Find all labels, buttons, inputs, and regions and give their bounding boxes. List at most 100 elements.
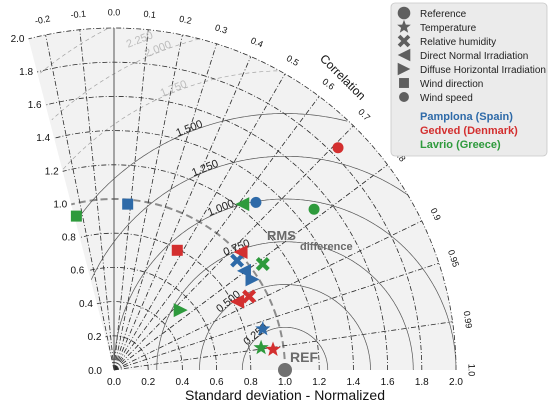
legend-markers	[397, 6, 411, 102]
legend-marker-square	[399, 78, 409, 88]
point-gedved-circle	[332, 142, 344, 154]
std-tick-label-left: 0.8	[62, 233, 76, 244]
legend-site-gedved: Gedved (Denmark)	[420, 125, 518, 137]
correlation-tick-label: 0.95	[446, 249, 461, 269]
std-tick-label-left: 1.6	[28, 100, 42, 111]
point-gedved-star	[265, 341, 281, 356]
std-arc	[36, 61, 423, 371]
std-tick-label: 1.0	[278, 377, 292, 388]
std-tick-label: 0.6	[210, 377, 224, 388]
std-arc	[62, 164, 320, 371]
legend-box	[390, 2, 548, 157]
legend-label-relative-humidity: Relative humidity	[420, 37, 496, 48]
legend-site-lavrio: Lavrio (Greece)	[420, 139, 501, 151]
point-lavrio-triangle-right	[173, 303, 188, 318]
correlation-tick-label: 0.2	[178, 14, 192, 26]
std-tick-label: 0.0	[107, 377, 121, 388]
point-gedved-triangle-left	[230, 294, 245, 309]
std-tick-label: 0.4	[175, 377, 189, 388]
std-tick-label-left: 1.2	[45, 166, 59, 177]
std-tick-label-left: 2.0	[11, 34, 25, 45]
std-tick-label: 2.0	[449, 377, 463, 388]
correlation-ray	[113, 262, 440, 371]
legend-marker-star	[397, 19, 411, 33]
rms-contour	[75, 113, 348, 222]
rms-contour	[62, 70, 278, 171]
std-arc	[54, 130, 354, 371]
correlation-tick-label: 0.4	[249, 35, 264, 49]
reference-point	[278, 363, 292, 377]
legend-label-diffuse-horizontal: Diffuse Horizontal Irradiation	[420, 65, 546, 76]
std-tick-label: 1.8	[415, 377, 429, 388]
correlation-ray	[113, 56, 252, 371]
std-tick-label-left: 1.0	[53, 199, 67, 210]
legend-marker-triangle-right	[397, 62, 411, 76]
std-arc	[79, 232, 252, 371]
correlation-ray	[113, 43, 217, 371]
std-tick-label-left: 1.4	[36, 133, 50, 144]
std-tick-label-left: 0.0	[88, 366, 102, 377]
rms-contour	[199, 284, 371, 370]
correlation-tick-label: -0.1	[70, 9, 86, 20]
correlation-tick-label: 0.1	[143, 9, 156, 20]
correlation-ray	[113, 34, 183, 371]
std-tick-label-left: 0.4	[79, 299, 93, 310]
legend-marker-circle-large	[397, 6, 411, 20]
legend-marker-triangle-left	[397, 48, 411, 62]
point-pamplona-triangle-right	[245, 272, 260, 287]
point-pamplona-x	[230, 253, 245, 268]
rms-contour	[90, 155, 408, 280]
legend: Reference Temperature Relative humidity …	[390, 2, 548, 157]
point-lavrio-star	[253, 339, 269, 355]
rms-label: RMS	[267, 228, 296, 243]
reference-std-arc	[71, 198, 286, 371]
std-tick-label: 1.6	[381, 377, 395, 388]
point-pamplona-circle	[250, 196, 262, 208]
x-axis-label: Standard deviation - Normalized	[185, 387, 385, 403]
std-tick-label: 0.8	[244, 377, 258, 388]
legend-site-pamplona: Pamplona (Spain)	[420, 111, 513, 123]
ref-label: REF	[290, 349, 318, 365]
correlation-tick-label: 0.5	[285, 53, 301, 68]
data-points	[70, 142, 344, 377]
correlation-tick-label: 0.7	[356, 107, 372, 123]
rms-contour	[51, 38, 200, 121]
correlation-ray	[113, 125, 354, 371]
point-pamplona-square	[122, 198, 134, 210]
point-lavrio-x	[255, 256, 270, 271]
correlation-tick-label: 0.99	[462, 310, 474, 329]
std-tick-label-left: 1.8	[19, 67, 33, 78]
legend-marker-circle	[399, 92, 409, 102]
point-pamplona-star	[255, 321, 271, 336]
correlation-tick-label: 0.3	[214, 22, 229, 35]
rms-contour	[113, 198, 457, 370]
point-gedved-square	[171, 244, 183, 256]
std-tick-label: 1.2	[312, 377, 326, 388]
point-lavrio-square	[70, 210, 82, 222]
point-lavrio-circle	[308, 203, 320, 215]
legend-label-reference: Reference	[420, 9, 467, 20]
correlation-ray	[45, 34, 115, 371]
legend-label-wind-speed: Wind speed	[420, 93, 473, 104]
correlation-ray	[113, 321, 453, 371]
std-arc	[45, 96, 388, 371]
correlation-tick-label: -0.2	[34, 13, 51, 26]
std-arc	[105, 335, 149, 371]
point-lavrio-triangle-left	[235, 197, 250, 212]
std-tick-label: 0.2	[141, 377, 155, 388]
legend-marker-x	[397, 34, 411, 48]
point-gedved-triangle-left	[233, 245, 248, 260]
rms-contour	[241, 326, 329, 371]
correlation-tick-label: 0.9	[428, 206, 442, 222]
legend-label-temperature: Temperature	[420, 23, 477, 34]
correlation-tick-label: 0.6	[320, 76, 336, 92]
point-gedved-x	[242, 289, 257, 304]
std-arc	[28, 27, 457, 371]
std-tick-label-left: 0.6	[70, 266, 84, 277]
correlation-tick-label: 0.0	[108, 8, 121, 18]
legend-label-wind-direction: Wind direction	[420, 79, 483, 90]
correlation-ray	[113, 220, 422, 371]
rms-sub-label: difference	[300, 241, 353, 253]
correlation-ray	[113, 96, 320, 371]
